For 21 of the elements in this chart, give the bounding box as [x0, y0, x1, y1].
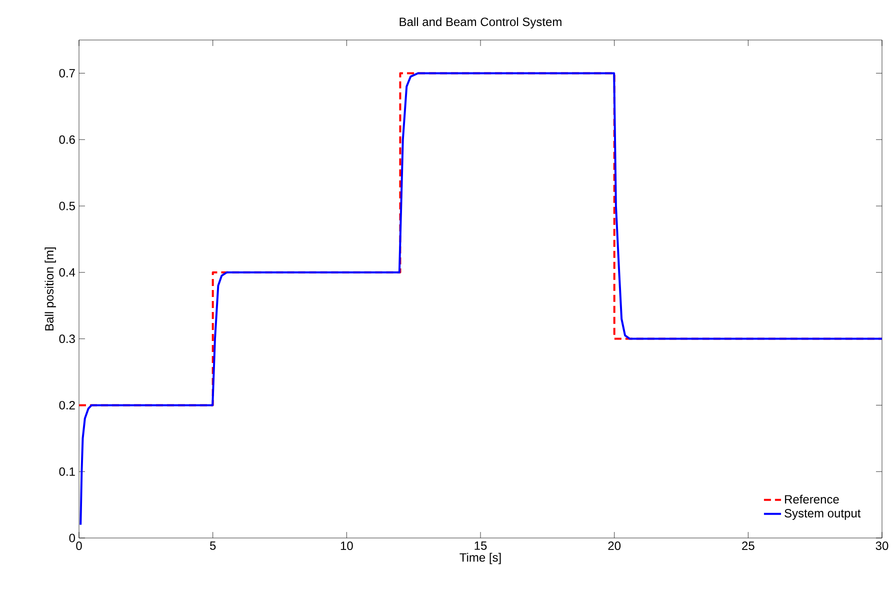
x-tick-label: 5	[210, 542, 216, 550]
x-tick-label: 10	[340, 542, 353, 550]
y-tick-label: 0	[69, 534, 76, 542]
x-tick-label: 30	[876, 542, 888, 550]
legend-label: System output	[784, 508, 861, 520]
line-series	[80, 72, 882, 526]
y-tick-label: 0.6	[59, 135, 75, 144]
x-tick-label: 15	[474, 542, 487, 550]
y-tick-label: 0.4	[59, 268, 76, 277]
y-tick-label: 0.2	[59, 400, 75, 410]
y-tick-label: 0.3	[59, 334, 75, 344]
y-axis-title: Ball position [m]	[44, 248, 56, 330]
y-tick-label: 0.5	[59, 202, 75, 210]
x-tick-label: 20	[608, 542, 621, 550]
y-tick-label: 0.7	[59, 68, 75, 78]
x-tick-label: 25	[742, 542, 754, 550]
x-tick-label: 0	[76, 542, 82, 550]
legend-label: Reference	[785, 494, 839, 504]
chart-title: Ball and Beam Control System	[400, 17, 562, 28]
x-axis-title: Time [s]	[460, 552, 501, 564]
y-tick-label: 0.1	[59, 467, 75, 476]
